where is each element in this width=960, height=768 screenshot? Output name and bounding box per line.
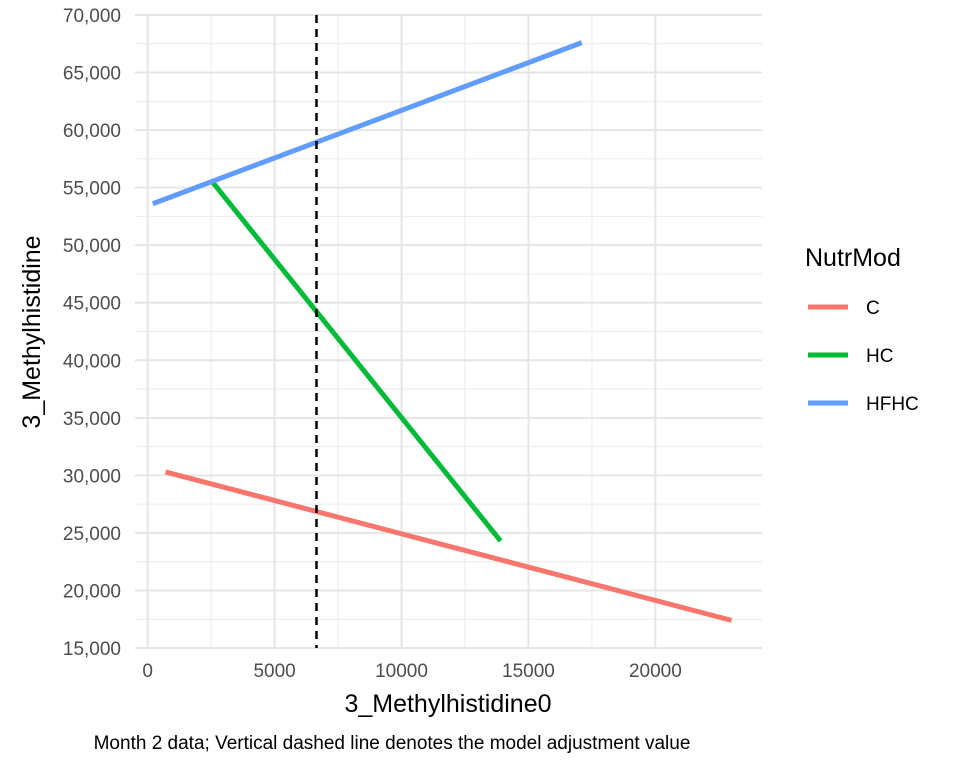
grid <box>135 14 762 649</box>
y-tick-label: 50,000 <box>63 236 121 257</box>
x-axis-title: 3_Methylhistidine0 <box>344 690 551 718</box>
y-tick-label: 60,000 <box>63 121 121 142</box>
x-tick-label: 5000 <box>253 661 295 682</box>
series-layer <box>151 40 733 623</box>
y-tick-label: 40,000 <box>63 351 121 372</box>
y-tick-label: 20,000 <box>63 581 121 602</box>
series-line-hfhc <box>151 40 583 207</box>
legend-label-hfhc: HFHC <box>866 394 919 415</box>
legend-label-hc: HC <box>866 346 893 367</box>
series-line-c <box>164 469 733 623</box>
legend-title: NutrMod <box>805 244 901 272</box>
y-tick-label: 55,000 <box>63 179 121 200</box>
y-axis-ticks: 15,000 20,000 25,000 30,000 35,000 40,000 45,0… <box>63 6 121 660</box>
y-axis-title: 3_Methylhistidine <box>18 235 46 428</box>
legend: NutrMod C HC HFHC <box>805 244 919 415</box>
y-tick-label: 25,000 <box>63 524 121 545</box>
x-axis-ticks: 0 5000 10000 15000 20000 <box>142 661 681 682</box>
legend-label-c: C <box>866 298 880 319</box>
y-tick-label: 30,000 <box>63 466 121 487</box>
x-tick-label: 10000 <box>375 661 428 682</box>
legend-items: C HC HFHC <box>808 298 919 415</box>
y-tick-label: 45,000 <box>63 294 121 315</box>
series-line-hc <box>210 180 503 543</box>
y-tick-label: 35,000 <box>63 409 121 430</box>
y-tick-label: 65,000 <box>63 64 121 85</box>
x-tick-label: 15000 <box>502 661 555 682</box>
x-tick-label: 20000 <box>629 661 682 682</box>
y-tick-label: 70,000 <box>63 6 121 27</box>
x-tick-label: 0 <box>142 661 153 682</box>
chart-caption: Month 2 data; Vertical dashed line denot… <box>94 733 691 754</box>
y-tick-label: 15,000 <box>63 639 121 660</box>
